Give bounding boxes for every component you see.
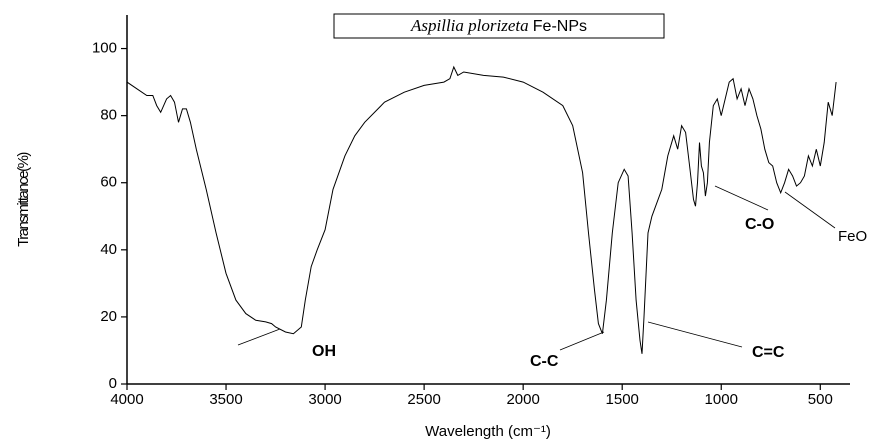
leader-line [647,321,743,348]
x-tick-label: 2000 [506,391,539,408]
leader-line [784,191,836,229]
y-tick-label: 40 [100,241,117,258]
annotation: C=C [752,344,785,361]
spectrum-line [126,65,837,354]
leader-line [714,185,769,211]
y-tick-label: 20 [100,308,117,325]
annotation: FeO [838,228,867,245]
x-tick-label: 3000 [308,391,341,408]
x-tick-label: 500 [808,391,833,408]
annotation: C-O [745,216,774,233]
y-tick-label: 80 [100,107,117,124]
leader-line [237,328,281,346]
x-tick-label: 1500 [606,391,639,408]
annotation: OH [312,343,336,360]
x-tick-label: 3500 [209,391,242,408]
title-box [333,13,665,39]
y-axis-label: Transmittance(%) [15,152,32,247]
leader-line [559,331,605,351]
x-tick-label: 1000 [705,391,738,408]
x-tick-label: 4000 [110,391,143,408]
chart-title: Aspillia plorizeta Fe-NPs [410,16,587,35]
y-tick-label: 0 [109,375,117,392]
x-axis-label: Wavelength (cm⁻¹) [425,423,551,440]
title-italic: Aspillia plorizeta [410,16,529,35]
y-tick-label: 100 [92,40,117,57]
x-tick-label: 2500 [407,391,440,408]
annotation: C-C [530,353,559,370]
y-tick-label: 60 [100,174,117,191]
title-suffix: Fe-NPs [533,18,587,35]
